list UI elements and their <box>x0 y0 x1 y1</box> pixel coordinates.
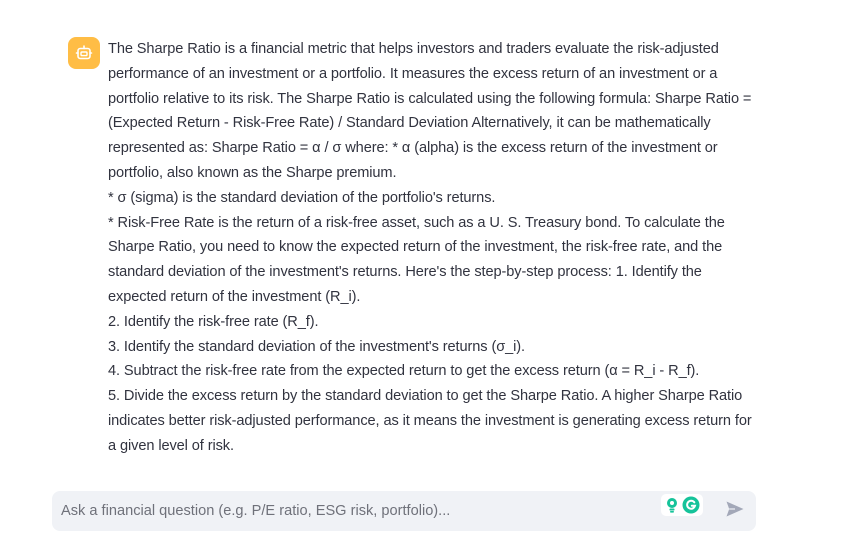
message-paragraph: * Risk-Free Rate is the return of a risk… <box>108 214 725 305</box>
send-icon <box>725 500 745 523</box>
extension-icons <box>661 494 703 516</box>
message-paragraph: 5. Divide the excess return by the stand… <box>108 388 752 454</box>
assistant-message: The Sharpe Ratio is a financial metric t… <box>68 37 768 459</box>
chat-input[interactable] <box>52 491 652 531</box>
assistant-avatar <box>68 37 100 69</box>
send-button[interactable] <box>722 499 748 523</box>
message-paragraph: * σ (sigma) is the standard deviation of… <box>108 189 496 206</box>
chat-input-container <box>52 491 756 531</box>
message-paragraph: 4. Subtract the risk-free rate from the … <box>108 363 700 380</box>
message-paragraph: The Sharpe Ratio is a financial metric t… <box>108 41 752 181</box>
grammarly-icon[interactable] <box>682 496 700 514</box>
message-paragraph: 2. Identify the risk-free rate (R_f). <box>108 313 319 330</box>
message-paragraph: 3. Identify the standard deviation of th… <box>108 338 525 355</box>
bot-icon <box>75 44 93 62</box>
assistant-message-text: The Sharpe Ratio is a financial metric t… <box>108 37 758 459</box>
bulb-icon[interactable] <box>664 496 680 514</box>
